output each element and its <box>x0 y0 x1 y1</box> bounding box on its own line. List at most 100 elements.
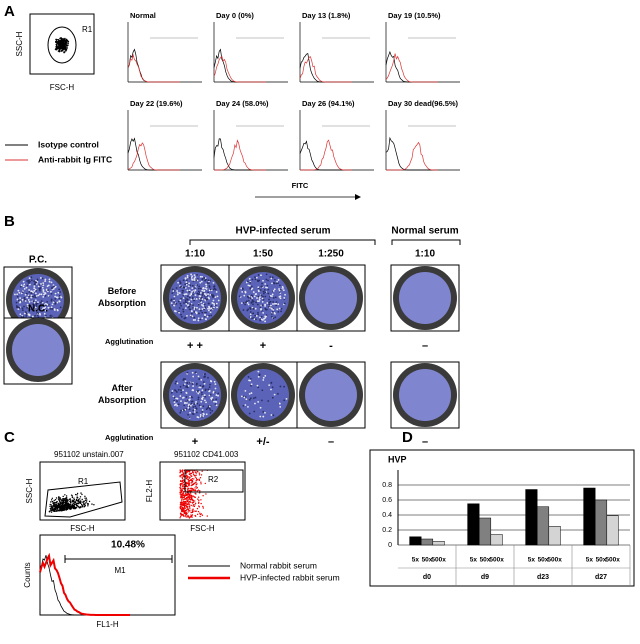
agglutinate <box>175 391 178 393</box>
agglutinate <box>37 285 40 288</box>
agglutinate <box>47 295 50 297</box>
agglutinate <box>245 398 248 401</box>
agglutinate <box>204 314 206 317</box>
event-dot <box>77 502 80 505</box>
event-dot <box>180 470 182 472</box>
event-dot <box>84 495 86 498</box>
agglutinate <box>190 298 193 301</box>
agglutinate <box>255 301 257 304</box>
gate <box>184 469 244 493</box>
agglutinate <box>174 389 176 391</box>
agglutinate <box>258 373 261 376</box>
histogram-trace <box>385 136 438 171</box>
agglutinate <box>38 293 41 296</box>
agglutinate <box>246 309 249 312</box>
agglutinate <box>50 298 53 301</box>
label: Day 24 (58.0%) <box>216 99 269 108</box>
event-dot <box>70 507 72 509</box>
agglutinate <box>48 280 51 283</box>
agglutinate <box>203 292 206 295</box>
event-dot <box>66 45 68 47</box>
event-dot <box>194 504 196 506</box>
agglutinate <box>277 392 279 395</box>
agglutinate <box>278 288 280 290</box>
agglutinate <box>173 399 176 402</box>
agglutinate <box>260 315 263 318</box>
label: SSC-H <box>15 31 24 56</box>
event-dot <box>48 511 51 513</box>
agglutinate <box>270 277 273 280</box>
event-dot <box>57 42 60 44</box>
agglutinate <box>59 306 62 309</box>
agglutinate <box>26 280 28 282</box>
agglutinate <box>180 297 182 300</box>
agglutinate <box>46 300 49 303</box>
event-dot <box>181 470 183 472</box>
agglutinate <box>34 299 37 302</box>
agglutinate <box>212 288 215 291</box>
agglutinate <box>279 284 281 287</box>
event-dot <box>193 510 195 512</box>
agglutinate <box>243 396 246 399</box>
agglutinate <box>199 292 202 294</box>
event-dot <box>198 474 201 476</box>
event-dot <box>58 499 60 501</box>
agglutinate <box>265 273 268 276</box>
agglutinate <box>205 285 208 288</box>
agglutinate <box>283 297 286 299</box>
agglutinate <box>270 304 272 307</box>
agglutinate <box>46 303 49 306</box>
agglutinate <box>175 403 177 406</box>
event-dot <box>87 505 89 507</box>
event-dot <box>55 503 57 506</box>
event-dot <box>84 502 87 504</box>
event-dot <box>52 509 54 511</box>
agglutinate <box>249 316 252 318</box>
event-dot <box>185 502 188 504</box>
event-dot <box>88 500 91 503</box>
agglutinate <box>51 308 54 310</box>
event-dot <box>182 487 184 490</box>
event-dot <box>64 37 66 40</box>
agglutinate <box>52 301 55 304</box>
agglutinate <box>196 274 198 276</box>
marker <box>64 555 173 563</box>
event-dot <box>59 37 61 40</box>
agglutinate <box>211 409 214 412</box>
agglutinate <box>57 291 60 294</box>
agglutinate <box>283 385 286 388</box>
well-inner <box>237 369 289 421</box>
event-dot <box>179 491 181 494</box>
agglutinate <box>257 311 259 314</box>
event-dot <box>194 476 197 478</box>
agglutinate <box>267 292 270 295</box>
agglutinate <box>201 410 204 413</box>
series-label: 5x <box>528 557 536 564</box>
agglutinate <box>252 303 254 306</box>
agglutinate <box>192 304 194 306</box>
agglutinate <box>198 297 201 300</box>
label: FL1-H <box>96 620 118 629</box>
agglutinate <box>58 288 61 291</box>
event-dot <box>200 502 202 505</box>
agglutinate <box>194 319 196 321</box>
agglutinate <box>180 315 183 318</box>
agglutinate <box>200 378 203 381</box>
agglutinate <box>272 317 275 320</box>
event-dot <box>57 503 59 505</box>
event-dot <box>193 474 196 477</box>
agglutinate <box>257 274 260 276</box>
agglutinate <box>196 382 198 385</box>
agglutinate <box>182 297 185 300</box>
agglutinate <box>203 290 205 293</box>
agglutinate <box>203 373 206 376</box>
agglutinate <box>264 291 267 294</box>
event-dot <box>180 493 182 496</box>
event-dot <box>190 504 192 507</box>
agglutinate <box>271 386 274 389</box>
event-dot <box>189 495 191 497</box>
agglutinate <box>240 287 243 290</box>
agglutinate <box>201 308 204 310</box>
agglutinate <box>207 406 210 409</box>
agglutinate <box>189 411 191 414</box>
